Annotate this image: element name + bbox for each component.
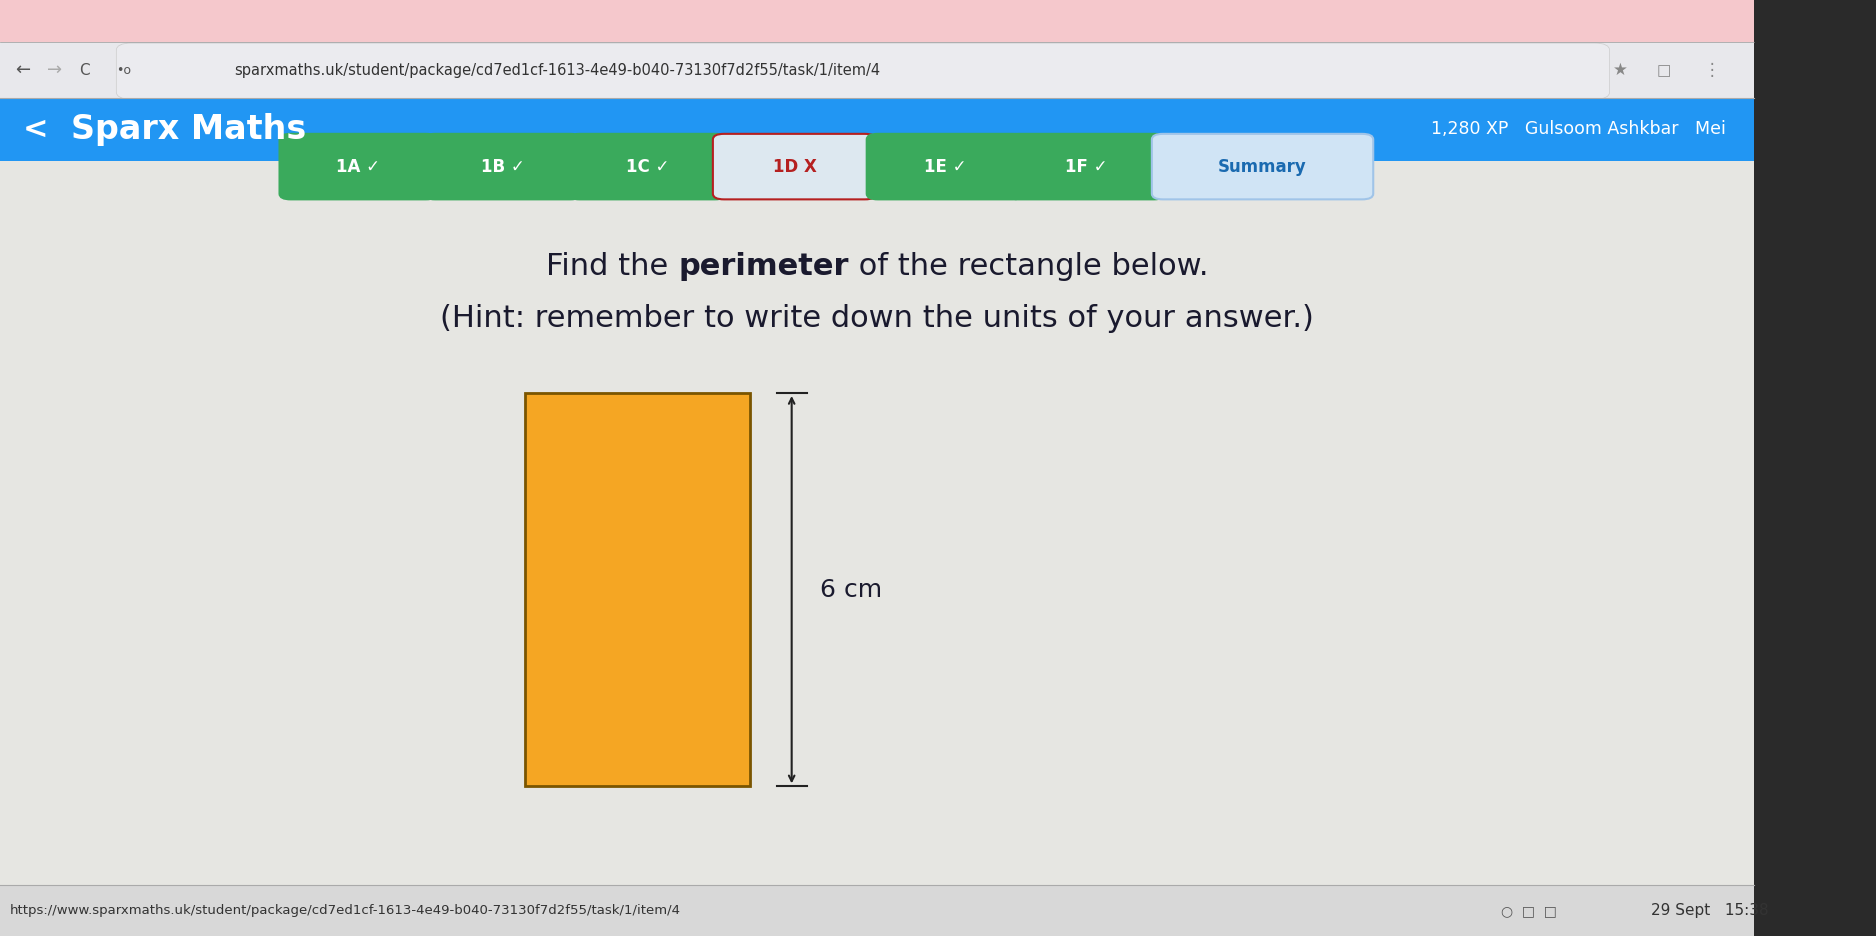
Bar xyxy=(0,0,1754,42)
Text: Find the: Find the xyxy=(546,253,677,281)
Text: <: < xyxy=(23,115,49,143)
FancyBboxPatch shape xyxy=(280,134,437,199)
FancyBboxPatch shape xyxy=(713,134,876,199)
FancyBboxPatch shape xyxy=(116,43,1610,99)
FancyBboxPatch shape xyxy=(424,134,582,199)
Text: 1E ✓: 1E ✓ xyxy=(925,157,966,176)
Text: 1,280 XP   Gulsoom Ashkbar   Mei: 1,280 XP Gulsoom Ashkbar Mei xyxy=(1431,120,1726,139)
Text: 1A ✓: 1A ✓ xyxy=(336,157,381,176)
Text: 1B ✓: 1B ✓ xyxy=(480,157,525,176)
Bar xyxy=(0,161,1754,885)
Text: sparxmaths.uk/student/package/cd7ed1cf-1613-4e49-b040-73130f7d2f55/task/1/item/4: sparxmaths.uk/student/package/cd7ed1cf-1… xyxy=(234,63,880,78)
Text: →: → xyxy=(47,61,62,80)
Text: 29 Sept   15:38: 29 Sept 15:38 xyxy=(1651,903,1769,918)
Text: •o: •o xyxy=(116,64,131,77)
Text: of the rectangle below.: of the rectangle below. xyxy=(848,253,1208,281)
Bar xyxy=(0,42,1754,98)
Bar xyxy=(1754,0,1876,936)
Bar xyxy=(0,885,1754,936)
Text: ○  □  □: ○ □ □ xyxy=(1501,904,1557,917)
Text: □: □ xyxy=(1657,63,1672,78)
Text: C: C xyxy=(79,63,90,78)
Text: https://www.sparxmaths.uk/student/package/cd7ed1cf-1613-4e49-b040-73130f7d2f55/t: https://www.sparxmaths.uk/student/packag… xyxy=(9,904,681,917)
FancyBboxPatch shape xyxy=(1152,134,1373,199)
Text: ⋮: ⋮ xyxy=(1703,61,1720,80)
FancyBboxPatch shape xyxy=(568,134,726,199)
Text: Summary: Summary xyxy=(1218,157,1308,176)
Text: 1F ✓: 1F ✓ xyxy=(1066,157,1107,176)
Text: 6 cm: 6 cm xyxy=(820,578,882,602)
Text: Sparx Maths: Sparx Maths xyxy=(71,112,306,146)
FancyBboxPatch shape xyxy=(1007,134,1165,199)
Text: 1D X: 1D X xyxy=(773,157,816,176)
Text: 1C ✓: 1C ✓ xyxy=(625,157,670,176)
Text: ←: ← xyxy=(15,61,30,80)
Bar xyxy=(525,393,750,786)
Text: (Hint: remember to write down the units of your answer.): (Hint: remember to write down the units … xyxy=(441,304,1313,332)
FancyBboxPatch shape xyxy=(867,134,1024,199)
Bar xyxy=(0,98,1754,161)
Text: ★: ★ xyxy=(1613,61,1628,80)
Text: perimeter: perimeter xyxy=(677,253,848,281)
